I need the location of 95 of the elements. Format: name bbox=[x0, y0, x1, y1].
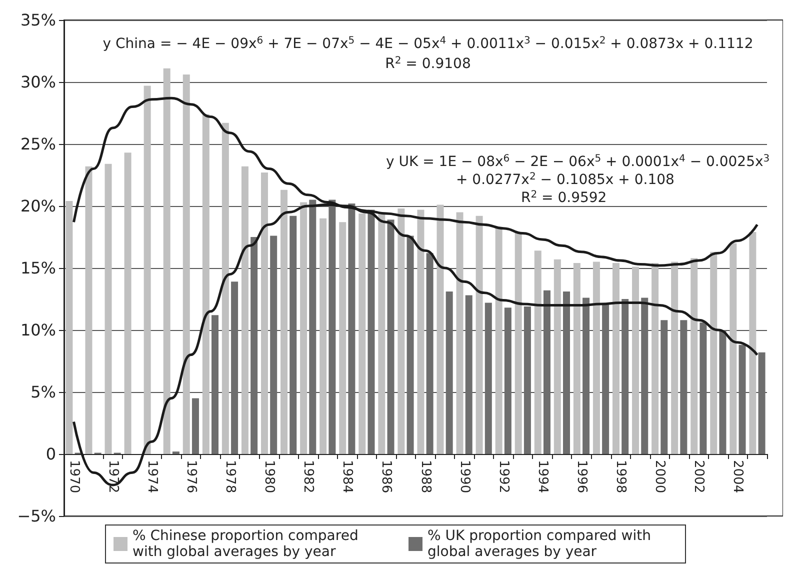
bar bbox=[85, 166, 92, 454]
bar bbox=[602, 304, 610, 454]
bar bbox=[426, 253, 434, 454]
bar bbox=[290, 216, 297, 454]
y-tick-label: 30% bbox=[20, 72, 56, 92]
bar bbox=[398, 208, 405, 454]
bar bbox=[758, 352, 766, 454]
bar bbox=[622, 299, 629, 454]
bar bbox=[582, 298, 590, 454]
x-tick-label: 1978 bbox=[222, 460, 238, 494]
bar bbox=[680, 320, 688, 454]
bar bbox=[563, 292, 570, 454]
bar bbox=[641, 298, 648, 454]
bar bbox=[66, 201, 73, 454]
bar bbox=[690, 258, 698, 454]
bar bbox=[241, 166, 248, 454]
x-tick-label: 1984 bbox=[340, 460, 355, 494]
bar bbox=[730, 243, 737, 454]
x-tick-label: 1972 bbox=[105, 460, 120, 494]
bar bbox=[632, 266, 640, 454]
bar bbox=[710, 252, 718, 454]
bar bbox=[192, 398, 199, 454]
bar bbox=[212, 315, 219, 454]
bar bbox=[320, 218, 327, 454]
x-tick-label: 1990 bbox=[456, 460, 472, 494]
y-tick-label: 10% bbox=[20, 320, 56, 340]
bar bbox=[484, 302, 492, 454]
bar bbox=[270, 236, 278, 454]
bar bbox=[543, 290, 550, 454]
bar bbox=[124, 152, 132, 454]
x-tick-label: 2004 bbox=[730, 460, 746, 494]
bar bbox=[328, 200, 336, 454]
bar bbox=[514, 232, 522, 454]
bar bbox=[671, 262, 678, 454]
x-tick-label: 1970 bbox=[66, 460, 82, 494]
bar bbox=[719, 330, 726, 454]
bar bbox=[417, 210, 424, 454]
bar bbox=[387, 220, 394, 454]
bar bbox=[749, 232, 756, 454]
bar bbox=[358, 213, 366, 454]
bar bbox=[534, 250, 542, 454]
x-tick-label: 1986 bbox=[378, 460, 394, 494]
bar bbox=[465, 295, 472, 454]
bar bbox=[406, 236, 414, 454]
bar bbox=[368, 210, 375, 454]
x-tick-label: 1992 bbox=[496, 460, 511, 494]
bar bbox=[660, 320, 668, 454]
bar bbox=[309, 200, 316, 454]
bar bbox=[573, 263, 580, 454]
x-tick-label: 2002 bbox=[691, 460, 706, 494]
bar bbox=[260, 172, 268, 454]
x-tick-label: 1994 bbox=[534, 460, 550, 494]
x-tick-label: 1998 bbox=[613, 460, 628, 494]
x-tick-label: 1980 bbox=[262, 460, 277, 494]
bar bbox=[104, 164, 112, 454]
bar bbox=[436, 204, 444, 454]
y-tick-label: 15% bbox=[20, 258, 56, 278]
bar bbox=[504, 308, 512, 454]
y-tick-label: 5% bbox=[30, 382, 56, 402]
y-tick-label: −5% bbox=[17, 506, 56, 526]
bar bbox=[144, 86, 151, 454]
y-tick-label: 0 bbox=[46, 444, 56, 464]
x-tick-label: 1996 bbox=[574, 460, 589, 494]
legend-label: % UK proportion compared with global averages by year bbox=[428, 528, 656, 560]
bar bbox=[738, 344, 746, 454]
y-tick-label: 35% bbox=[20, 10, 56, 30]
legend-label: % Chinese proportion compared with global averages by year bbox=[132, 528, 363, 560]
bar bbox=[446, 292, 453, 454]
bar bbox=[163, 68, 170, 454]
bar bbox=[554, 259, 561, 454]
bar bbox=[378, 212, 386, 454]
bar bbox=[592, 262, 600, 454]
bar bbox=[280, 190, 288, 454]
x-tick-label: 1976 bbox=[183, 460, 198, 494]
y-tick-label: 25% bbox=[20, 134, 56, 154]
x-tick-label: 1974 bbox=[144, 460, 160, 494]
bar bbox=[700, 322, 707, 454]
bar bbox=[231, 282, 238, 454]
bar bbox=[524, 306, 531, 454]
bar bbox=[652, 263, 659, 454]
bar bbox=[182, 74, 190, 454]
x-tick-label: 2000 bbox=[652, 460, 668, 494]
bar bbox=[202, 114, 210, 454]
x-tick-label: 1982 bbox=[300, 460, 316, 494]
bar bbox=[222, 122, 229, 454]
y-tick-label: 20% bbox=[20, 196, 56, 216]
bar bbox=[476, 216, 483, 454]
x-tick-label: 1988 bbox=[418, 460, 433, 494]
bar bbox=[612, 263, 620, 454]
bar bbox=[339, 222, 346, 454]
bar bbox=[456, 212, 464, 454]
bar bbox=[348, 204, 356, 454]
bar bbox=[250, 237, 258, 454]
bar bbox=[495, 227, 502, 454]
bar bbox=[300, 202, 308, 454]
